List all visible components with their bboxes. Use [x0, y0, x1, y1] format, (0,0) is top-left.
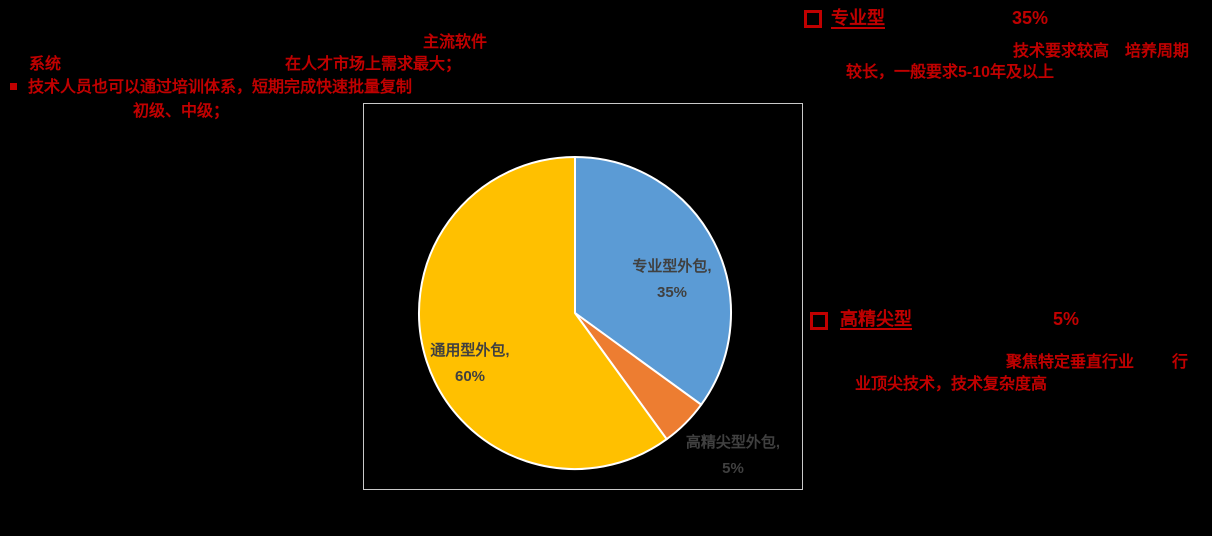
- pie-label-professional: 专业型外包, 35%: [597, 254, 747, 306]
- annotation-top-label: 主流软件: [423, 34, 488, 51]
- section-professional-desc-line1: 技术要求较高 培养周期: [1013, 43, 1190, 60]
- section-highend-title: 高精尖型: [840, 309, 912, 329]
- annotation-market-demand: 在人才市场上需求最大；: [285, 56, 462, 73]
- section-highend-desc-line1: 聚焦特定垂直行业: [1006, 354, 1135, 371]
- pie-label-line1: 高精尖型外包,: [685, 434, 781, 451]
- section-highend-desc-line1-tail: 行: [1172, 354, 1189, 371]
- square-bullet-icon: [10, 83, 17, 90]
- pie-label-line2: 60%: [454, 368, 486, 385]
- pie-label-highend: 高精尖型外包, 5%: [658, 430, 808, 482]
- annotation-system: 系统: [29, 56, 62, 73]
- pie-label-line1: 专业型外包,: [632, 258, 712, 275]
- pie-slice-专业型外包: [574, 156, 732, 406]
- section-professional-value: 35%: [1012, 8, 1049, 28]
- section-professional-desc-line2: 较长，一般要求5-10年及以上: [846, 64, 1055, 81]
- section-highend-value: 5%: [1053, 309, 1080, 329]
- section-professional-title: 专业型: [831, 8, 885, 28]
- pie-chart: [418, 156, 732, 470]
- pie-chart-frame: 专业型外包, 35% 通用型外包, 60% 高精尖型外包, 5%: [363, 103, 803, 490]
- pie-label-line2: 35%: [656, 284, 688, 301]
- annotation-training-line: 技术人员也可以通过培训体系，短期完成快速批量复制: [28, 79, 413, 96]
- pie-label-line1: 通用型外包,: [430, 342, 510, 359]
- hollow-square-bullet-icon: [804, 10, 822, 28]
- section-highend-desc-line2: 业顶尖技术，技术复杂度高: [855, 376, 1048, 393]
- pie-label-line2: 5%: [722, 460, 744, 477]
- annotation-levels: 初级、中级；: [133, 103, 230, 120]
- hollow-square-bullet-icon: [810, 312, 828, 330]
- pie-slice-通用型外包: [418, 156, 668, 470]
- pie-label-general: 通用型外包, 60%: [395, 338, 545, 390]
